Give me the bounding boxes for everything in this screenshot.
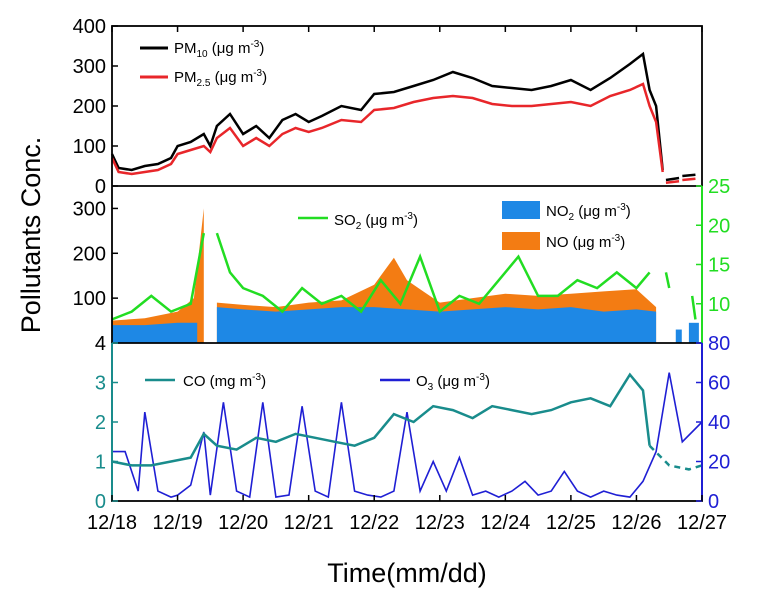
legend-label-co: CO (mg m-3) (183, 372, 266, 390)
series-pm10-line (110, 51, 664, 172)
legend-label-no2: NO2 (μg m-3) (546, 202, 631, 223)
ytick-label-pm: 200 (73, 96, 106, 118)
legend-gases: SO2 (μg m-3) NO2 (μg m-3) NO (μg m-3) (298, 201, 631, 251)
ytick-label-o3: 0 (708, 491, 719, 513)
series-pm25-line (110, 82, 664, 176)
ytick-label-co: 3 (95, 373, 106, 395)
ytick-label-o3: 60 (708, 373, 730, 395)
xtick-label: 12/19 (153, 512, 203, 534)
ytick-label-so2: 10 (708, 294, 730, 316)
series-pm10-tail (665, 173, 696, 182)
ytick-label-o3: 20 (708, 452, 730, 474)
series-no2-area (112, 307, 657, 343)
ytick-label-so2: 20 (708, 215, 730, 237)
series-co-line (111, 372, 651, 467)
series-pm25-tail (665, 177, 696, 185)
ytick-label-co: 0 (95, 491, 106, 513)
xtick-label: 12/18 (87, 512, 137, 534)
xtick-label: 12/22 (349, 512, 399, 534)
xtick-label: 12/27 (677, 512, 727, 534)
ytick-label-so2: 15 (708, 255, 730, 277)
legend-label-no: NO (μg m-3) (546, 233, 625, 251)
y-axis-title: Pollutants Conc. (16, 137, 46, 334)
series-so2-tail (664, 272, 697, 320)
series-so2-line (111, 232, 651, 321)
ytick-label-o3: 80 (708, 333, 730, 355)
ytick-label-co: 2 (95, 412, 106, 434)
series-no2-tail (675, 329, 682, 343)
series-o3-line (112, 372, 703, 499)
ytick-label-gas: 300 (73, 198, 106, 220)
xtick-label: 12/21 (284, 512, 334, 534)
ytick-label-co: 1 (95, 452, 106, 474)
ytick-label-pm: 300 (73, 56, 106, 78)
legend-pm: PM10 (μg m-3) PM2.5 (μg m-3) (140, 39, 267, 89)
legend-label-so2: SO2 (μg m-3) (334, 211, 418, 232)
legend-co-o3: CO (mg m-3) O3 (μg m-3) (145, 372, 490, 393)
xtick-label: 12/26 (611, 512, 661, 534)
ytick-label-pm: 400 (73, 16, 106, 38)
x-axis-title: Time(mm/dd) (327, 558, 487, 588)
series-no2-tail-2 (688, 322, 699, 343)
ytick-label-pm: 100 (73, 136, 106, 158)
series-co-tail (648, 444, 703, 471)
legend-label-pm10: PM10 (μg m-3) (174, 39, 264, 60)
ytick-label-gas: 100 (73, 288, 106, 310)
xtick-label: 12/20 (218, 512, 268, 534)
ytick-label-pm: 0 (95, 176, 106, 198)
legend-label-pm25: PM2.5 (μg m-3) (174, 68, 267, 89)
xtick-label: 12/23 (415, 512, 465, 534)
ytick-label-so2: 25 (708, 176, 730, 198)
ytick-label-o3: 40 (708, 412, 730, 434)
xtick-label: 12/25 (546, 512, 596, 534)
xtick-label: 12/24 (480, 512, 530, 534)
legend-label-o3: O3 (μg m-3) (416, 372, 490, 393)
legend-swatch-no2 (502, 201, 540, 219)
ytick-label-co: 4 (95, 333, 106, 355)
ytick-label-gas: 200 (73, 243, 106, 265)
legend-swatch-no (502, 232, 540, 250)
